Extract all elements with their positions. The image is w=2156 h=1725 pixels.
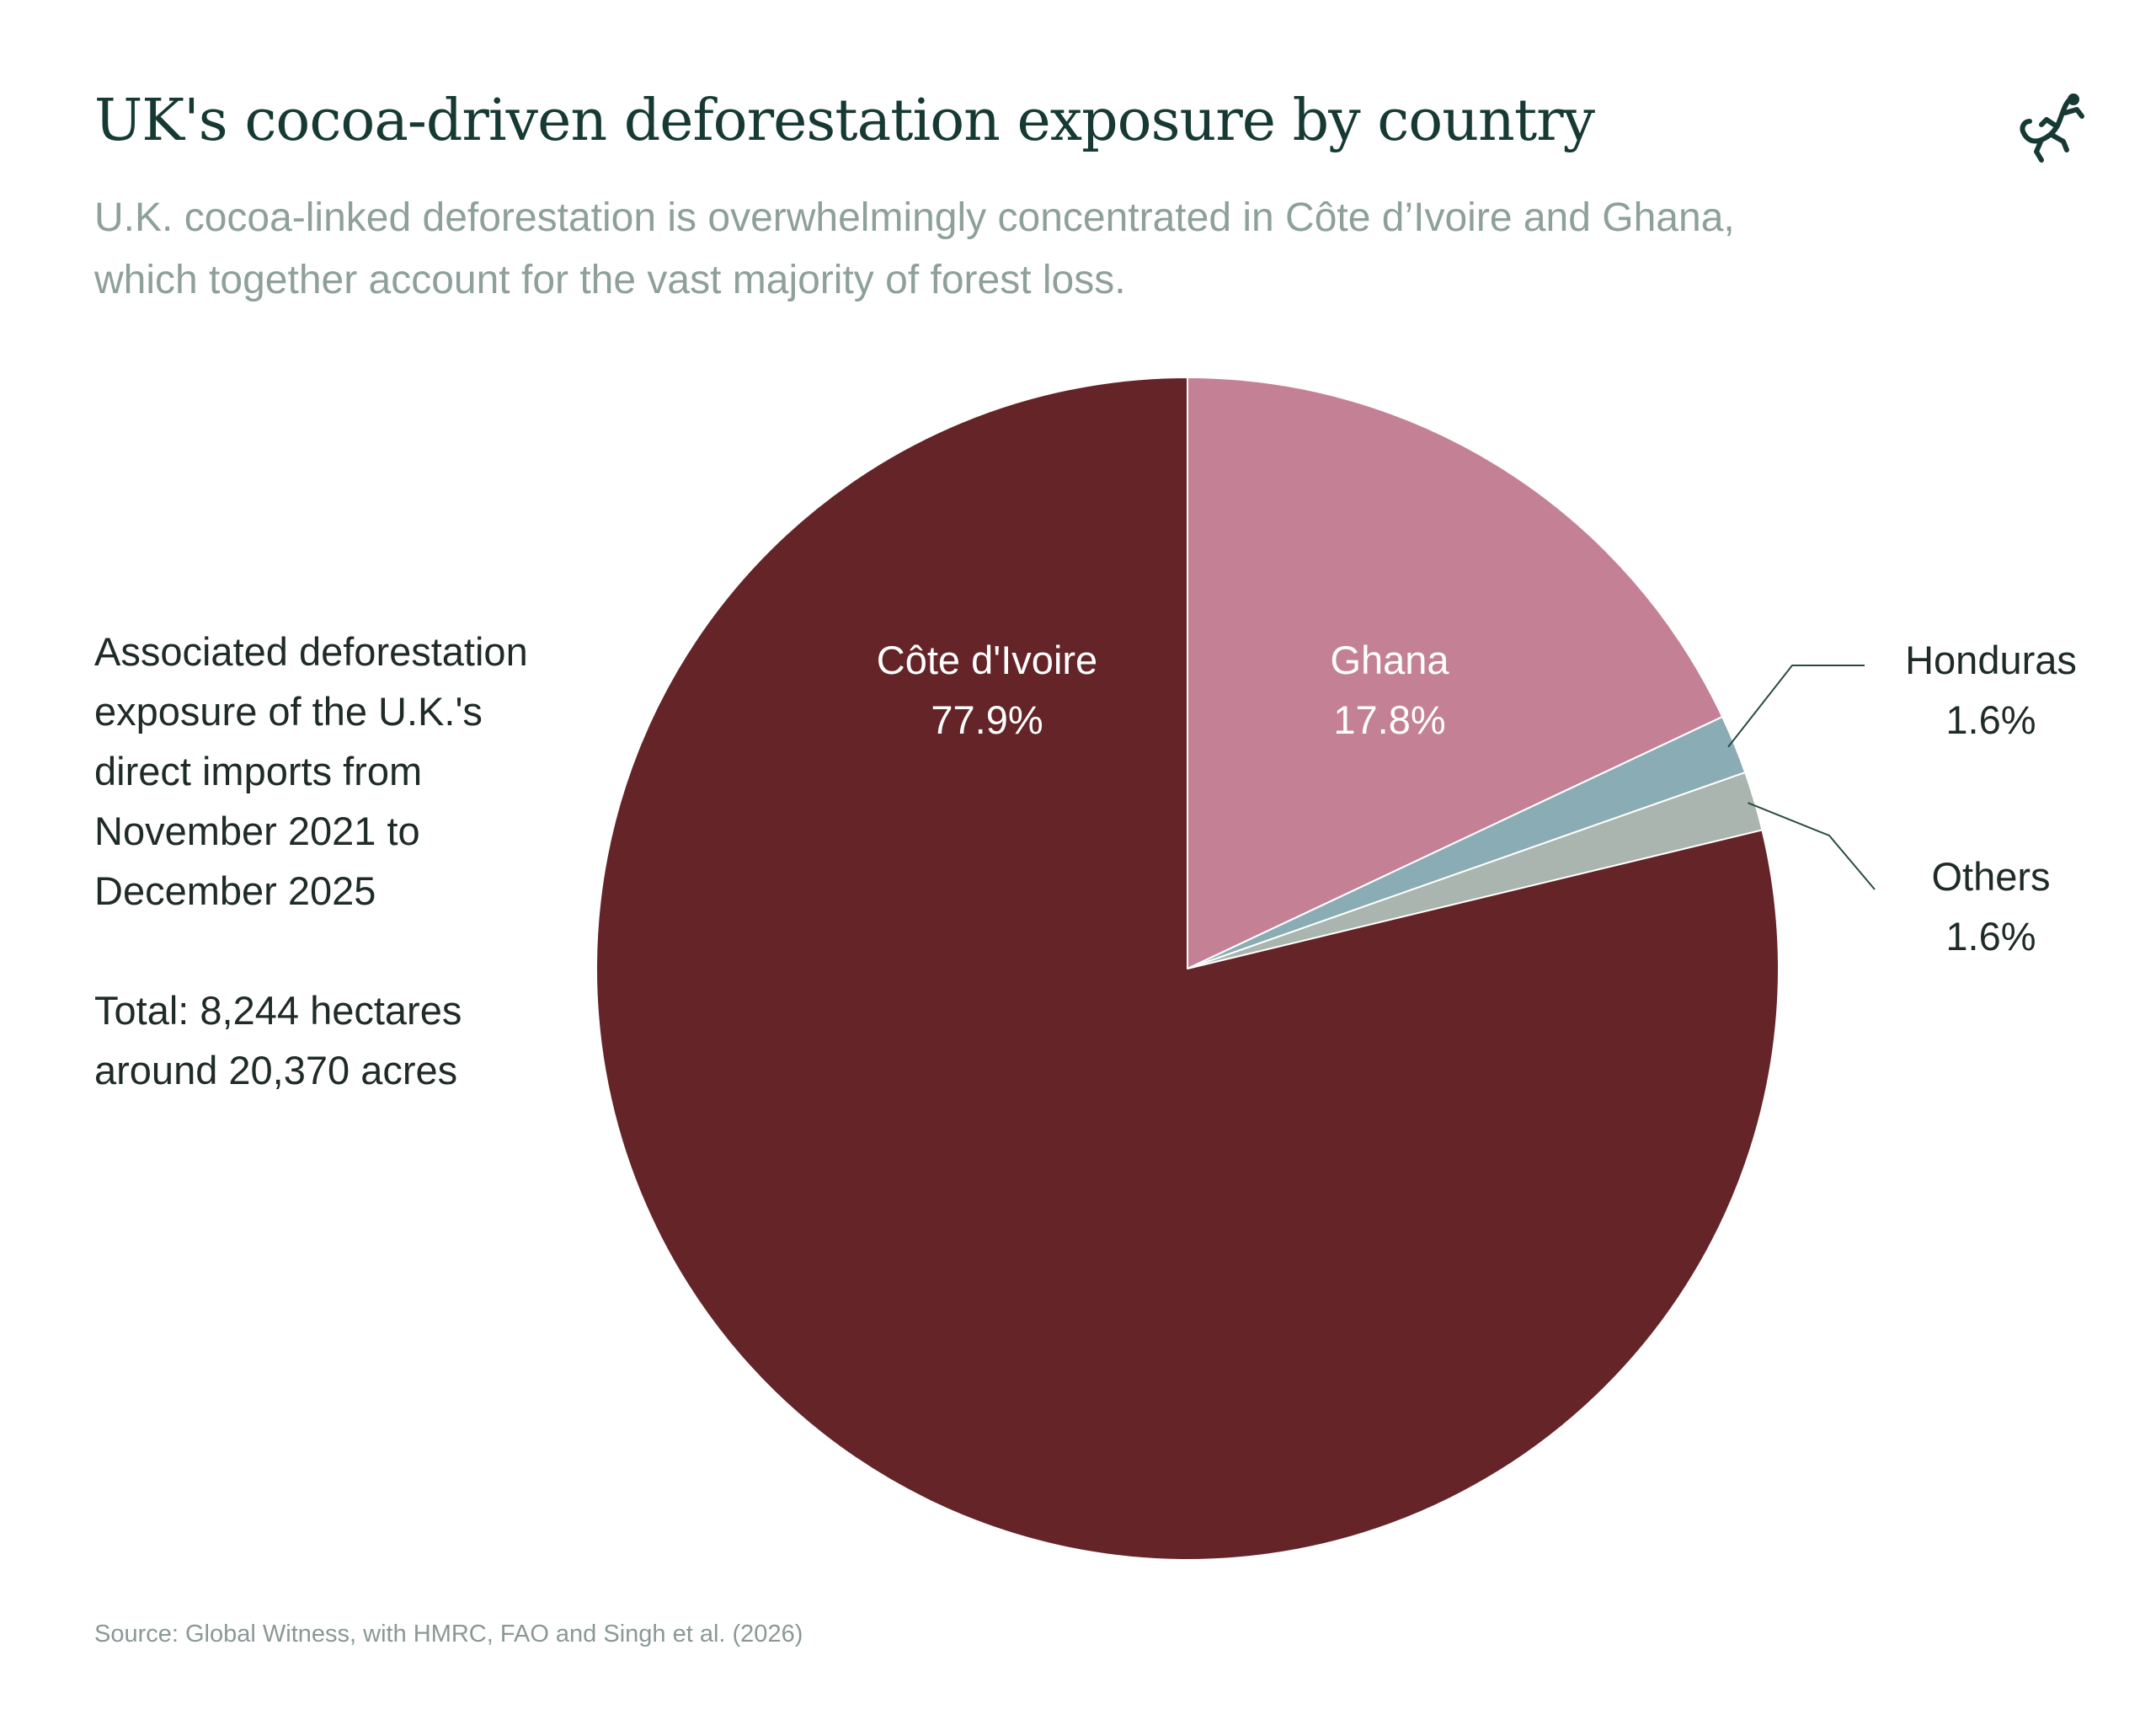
slice-label-honduras-value: 1.6% [1945, 697, 2036, 742]
slice-label-others-name: Others [1931, 854, 2050, 899]
source-note: Source: Global Witness, with HMRC, FAO a… [94, 1621, 803, 1648]
note-line: Associated deforestation [94, 629, 528, 674]
subtitle-line: which together account for the vast majo… [94, 258, 1126, 302]
leader-line-honduras [1727, 665, 1865, 748]
pie-slices [595, 377, 1780, 1561]
slice-label-ghana-name: Ghana [1330, 638, 1449, 682]
slice-label-honduras-name: Honduras [1905, 638, 2077, 682]
leader-lines [1727, 665, 1876, 890]
leader-line-others [1748, 802, 1876, 890]
note-line: November 2021 to [94, 809, 420, 853]
note-line: direct imports from [94, 749, 423, 793]
slice-label-others-value: 1.6% [1945, 914, 2036, 959]
note-line: December 2025 [94, 868, 376, 913]
pie-slice-ghana [1187, 377, 1724, 969]
total-acres: around 20,370 acres [94, 1048, 458, 1092]
total-hectares: Total: 8,244 hectares [94, 988, 462, 1033]
subtitle-line: U.K. cocoa-linked deforestation is overw… [94, 195, 1735, 240]
pie-slice-c-te-d-ivoire [595, 377, 1780, 1561]
slice-label-cote-divoire-name: Côte d'Ivoire [877, 638, 1097, 682]
chart-subtitle: U.K. cocoa-linked deforestation is overw… [94, 187, 1989, 312]
note-line: exposure of the U.K.'s [94, 689, 483, 734]
slice-labels: Côte d'Ivoire 77.9% Ghana 17.8% Honduras… [877, 638, 2077, 959]
exposure-note: Associated deforestation exposure of the… [94, 622, 616, 1100]
slice-label-ghana-value: 17.8% [1333, 697, 1445, 742]
gecko-icon [2020, 93, 2084, 163]
slice-label-cote-divoire-value: 77.9% [931, 697, 1043, 742]
chart-title: UK's cocoa-driven deforestation exposure… [94, 88, 1595, 154]
